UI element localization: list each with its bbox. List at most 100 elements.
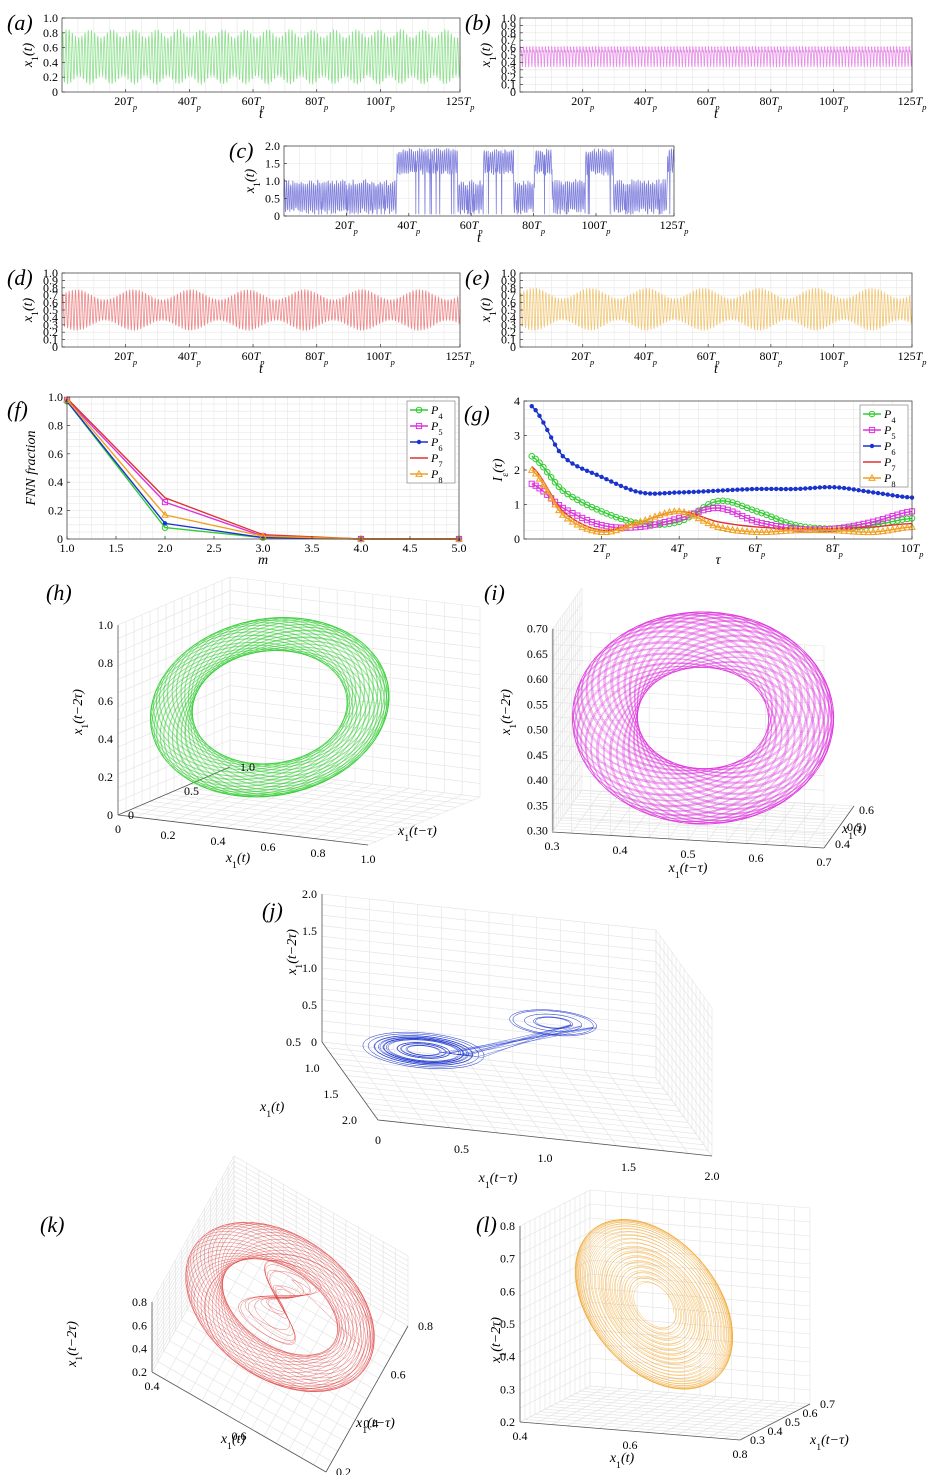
marker-star [672, 490, 677, 495]
y-tick-label: 1 [514, 498, 520, 512]
x-tick-label: 20Tp [571, 94, 594, 112]
marker-triangle [583, 524, 591, 532]
x-tick-label: 2.0 [705, 1169, 720, 1183]
marker-star [594, 472, 599, 477]
z-tick-label: 0 [107, 808, 113, 822]
x-tick-label: 60Tp [697, 349, 720, 367]
marker-triangle [869, 527, 878, 535]
marker-triangle [626, 520, 635, 528]
marker-star [783, 486, 789, 492]
gridline [655, 972, 713, 1051]
marker-triangle [723, 524, 732, 533]
x-tick-label: 0 [375, 1133, 381, 1147]
marker-star [885, 492, 890, 497]
marker-star [744, 487, 750, 492]
y-tick-label: 0.4 [363, 1416, 378, 1430]
marker-triangle [455, 534, 463, 542]
gridline [197, 780, 449, 812]
gridline [579, 1390, 801, 1410]
gridline [655, 929, 713, 1009]
marker-triangle [811, 525, 819, 534]
marker-star [735, 487, 740, 492]
marker-star [837, 485, 842, 490]
marker-triangle [757, 527, 766, 536]
x-tick-label: 20Tp [571, 349, 594, 367]
y-axis-line [823, 805, 855, 849]
gridline [655, 1003, 713, 1083]
x-tick-label: 0.6 [232, 1429, 247, 1443]
z-tick-label: 1.0 [98, 618, 113, 632]
marker-star [715, 488, 721, 493]
z-tick-label: 0.50 [527, 723, 548, 737]
gridline [661, 1397, 732, 1434]
z-tick-label: 0.8 [500, 1219, 515, 1233]
x-axis-label: t [477, 231, 482, 246]
gridline [353, 1086, 689, 1123]
marker-triangle [728, 525, 737, 533]
y-tick-label: 0.9 [501, 18, 516, 32]
y-tick-label: 1.0 [501, 11, 516, 25]
marker-star [869, 443, 875, 449]
y-tick-label: 0.4 [835, 837, 850, 851]
marker-triangle [733, 526, 742, 534]
x-tick-label: 100Tp [582, 218, 611, 236]
marker-triangle [612, 525, 620, 534]
gridline [551, 616, 583, 660]
gridline [645, 1396, 716, 1433]
z-tick-label: 0.55 [527, 697, 548, 711]
panel-j: 00.51.01.52.00.51.01.52.000.51.01.52.0x1… [259, 887, 720, 1191]
gridline [564, 1398, 786, 1418]
y-tick-label: 0.8 [48, 418, 63, 432]
gridline [278, 786, 391, 835]
gridline [117, 658, 231, 707]
x-tick-label: 0.4 [211, 834, 226, 848]
x-axis-label: t [259, 107, 264, 122]
gridline [151, 1160, 235, 1308]
x-tick-label: 40Tp [634, 349, 657, 367]
marker-triangle [801, 525, 810, 534]
marker-star [832, 485, 837, 490]
x-tick-label: 60Tp [242, 94, 265, 112]
gridline [559, 1401, 781, 1420]
y-tick-label: 0 [128, 808, 134, 822]
x-tick-label: 4Tp [671, 541, 688, 559]
marker-star [604, 476, 609, 482]
x-tick-label: 0.6 [261, 840, 276, 854]
y-tick-label: 0.7 [501, 33, 516, 47]
y-tick-label: 0.8 [501, 26, 516, 40]
marker-star [552, 442, 558, 447]
marker-triangle [849, 527, 858, 535]
gridline [117, 576, 231, 626]
panel-i: 0.3 0.4 0.5 0.6 0.70.40.50.60.300.350.400.45… [484, 580, 874, 881]
z-tick-label: 0.3 [500, 1382, 515, 1396]
panel-l: 0.40.60.80.30.40.50.60.70.20.30.40.50.60… [476, 1189, 849, 1471]
marker-star [589, 470, 595, 475]
gridline [321, 904, 657, 941]
x-tick-label: 40Tp [178, 349, 201, 367]
legend-box [859, 404, 909, 488]
marker-square [528, 480, 535, 487]
marker-triangle [830, 526, 839, 534]
gridline [332, 792, 445, 841]
trajectory-h [149, 617, 390, 798]
marker-star [691, 489, 696, 495]
y-tick-label: 0.2 [48, 504, 63, 518]
x-tick-label: 0.5 [681, 847, 696, 861]
gridline [519, 1217, 591, 1255]
y-tick-label: 0.5 [265, 192, 280, 206]
marker-triangle [551, 500, 559, 508]
gridline [584, 1388, 806, 1407]
series-line-P6 [531, 405, 913, 499]
panel-d: 20Tp 40Tp 60Tp 80Tp 100Tp 125Tp00.10.20.30.40… [7, 265, 474, 377]
marker-star [798, 486, 803, 491]
marker-star [609, 479, 614, 484]
gridline [551, 602, 583, 645]
gridline [233, 1170, 409, 1272]
marker-triangle [597, 527, 606, 535]
marker-star [556, 448, 562, 454]
marker-triangle [777, 526, 785, 535]
x-tick-label: 1.0 [361, 852, 376, 866]
x-tick-label: 0.4 [613, 843, 628, 857]
marker-star [730, 487, 735, 493]
gridline [151, 1180, 235, 1328]
